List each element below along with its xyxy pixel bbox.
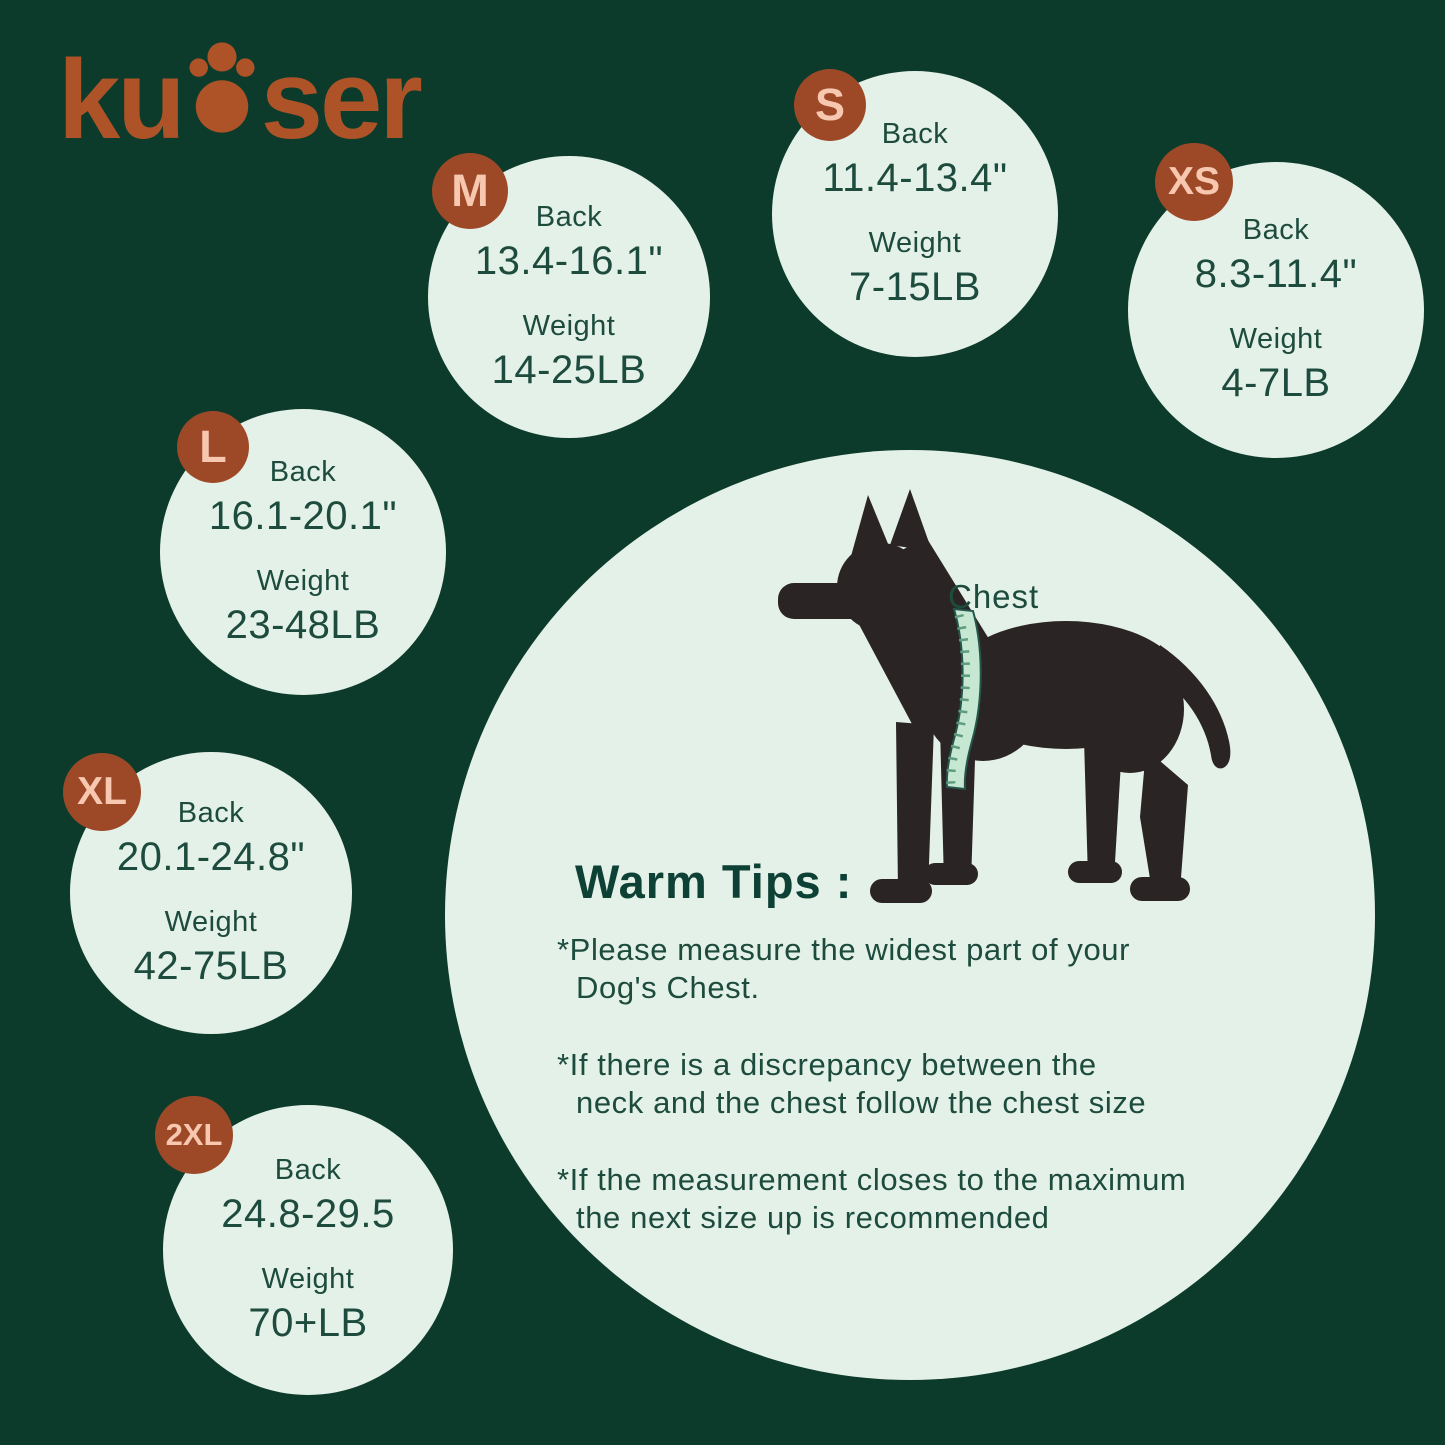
chest-label: Chest <box>948 578 1040 615</box>
tip-line: neck and the chest follow the chest size <box>576 1085 1147 1120</box>
back-range: 20.1-24.8" <box>116 835 306 879</box>
back-label: Back <box>269 456 337 488</box>
brand-logo: ku ser <box>58 37 423 162</box>
size-badge-2xl-label: 2XL <box>165 1117 223 1152</box>
size-badge-xl: XL <box>63 753 141 831</box>
size-circle-s: S Back 11.4-13.4" Weight 7-15LB <box>772 69 1058 357</box>
size-badge-xl-label: XL <box>77 770 127 813</box>
back-range: 8.3-11.4" <box>1194 252 1358 296</box>
size-badge-s-label: S <box>814 79 845 130</box>
back-label: Back <box>535 201 603 233</box>
size-circle-xs: XS Back 8.3-11.4" Weight 4-7LB <box>1128 143 1424 458</box>
weight-range: 14-25LB <box>491 348 647 392</box>
tip-item: *If there is a discrepancy between the n… <box>557 1046 1337 1122</box>
size-badge-2xl: 2XL <box>155 1096 233 1174</box>
size-badge-m: M <box>432 153 508 229</box>
back-range: 13.4-16.1" <box>474 239 664 283</box>
size-badge-l: L <box>177 411 249 483</box>
back-range: 24.8-29.5 <box>221 1192 395 1236</box>
tip-line: Dog's Chest. <box>576 970 760 1005</box>
weight-range: 4-7LB <box>1221 361 1331 405</box>
warm-tips-list: *Please measure the widest part of your … <box>557 931 1337 1276</box>
weight-label: Weight <box>868 227 962 259</box>
size-badge-l-label: L <box>199 421 227 472</box>
tape-measure-graphic <box>945 607 982 791</box>
dog-silhouette-graphic <box>778 489 1231 903</box>
back-label: Back <box>1242 214 1310 246</box>
weight-range: 42-75LB <box>133 944 289 988</box>
paw-icon <box>189 42 255 133</box>
weight-label: Weight <box>1229 323 1323 355</box>
tip-line: *Please measure the widest part of your <box>557 932 1131 967</box>
weight-label: Weight <box>164 906 258 938</box>
size-circle-2xl: 2XL Back 24.8-29.5 Weight 70+LB <box>155 1096 453 1395</box>
weight-label: Weight <box>261 1263 355 1295</box>
tip-item: *If the measurement closes to the maximu… <box>557 1161 1337 1237</box>
size-circle-m: M Back 13.4-16.1" Weight 14-25LB <box>428 153 710 438</box>
size-circle-l: L Back 16.1-20.1" Weight 23-48LB <box>160 409 446 695</box>
weight-range: 23-48LB <box>225 603 381 647</box>
size-badge-m-label: M <box>451 165 489 216</box>
tip-item: *Please measure the widest part of your … <box>557 931 1337 1007</box>
size-badge-s: S <box>794 69 866 141</box>
back-label: Back <box>881 118 949 150</box>
tip-line: *If the measurement closes to the maximu… <box>557 1162 1187 1197</box>
size-badge-xs-label: XS <box>1167 160 1221 203</box>
back-range: 16.1-20.1" <box>208 494 398 538</box>
logo-text-left: ku <box>58 37 186 162</box>
back-label: Back <box>177 797 245 829</box>
tip-line: *If there is a discrepancy between the <box>557 1047 1097 1082</box>
weight-label: Weight <box>522 310 616 342</box>
weight-label: Weight <box>256 565 350 597</box>
warm-tips-title: Warm Tips : <box>575 855 853 908</box>
tip-line: the next size up is recommended <box>576 1200 1050 1235</box>
size-badge-xs: XS <box>1155 143 1233 221</box>
size-circle-xl: XL Back 20.1-24.8" Weight 42-75LB <box>63 752 352 1034</box>
back-range: 11.4-13.4" <box>822 156 1008 200</box>
weight-range: 70+LB <box>248 1301 368 1345</box>
weight-range: 7-15LB <box>849 265 981 309</box>
back-label: Back <box>274 1154 342 1186</box>
logo-text-right: ser <box>260 37 423 162</box>
